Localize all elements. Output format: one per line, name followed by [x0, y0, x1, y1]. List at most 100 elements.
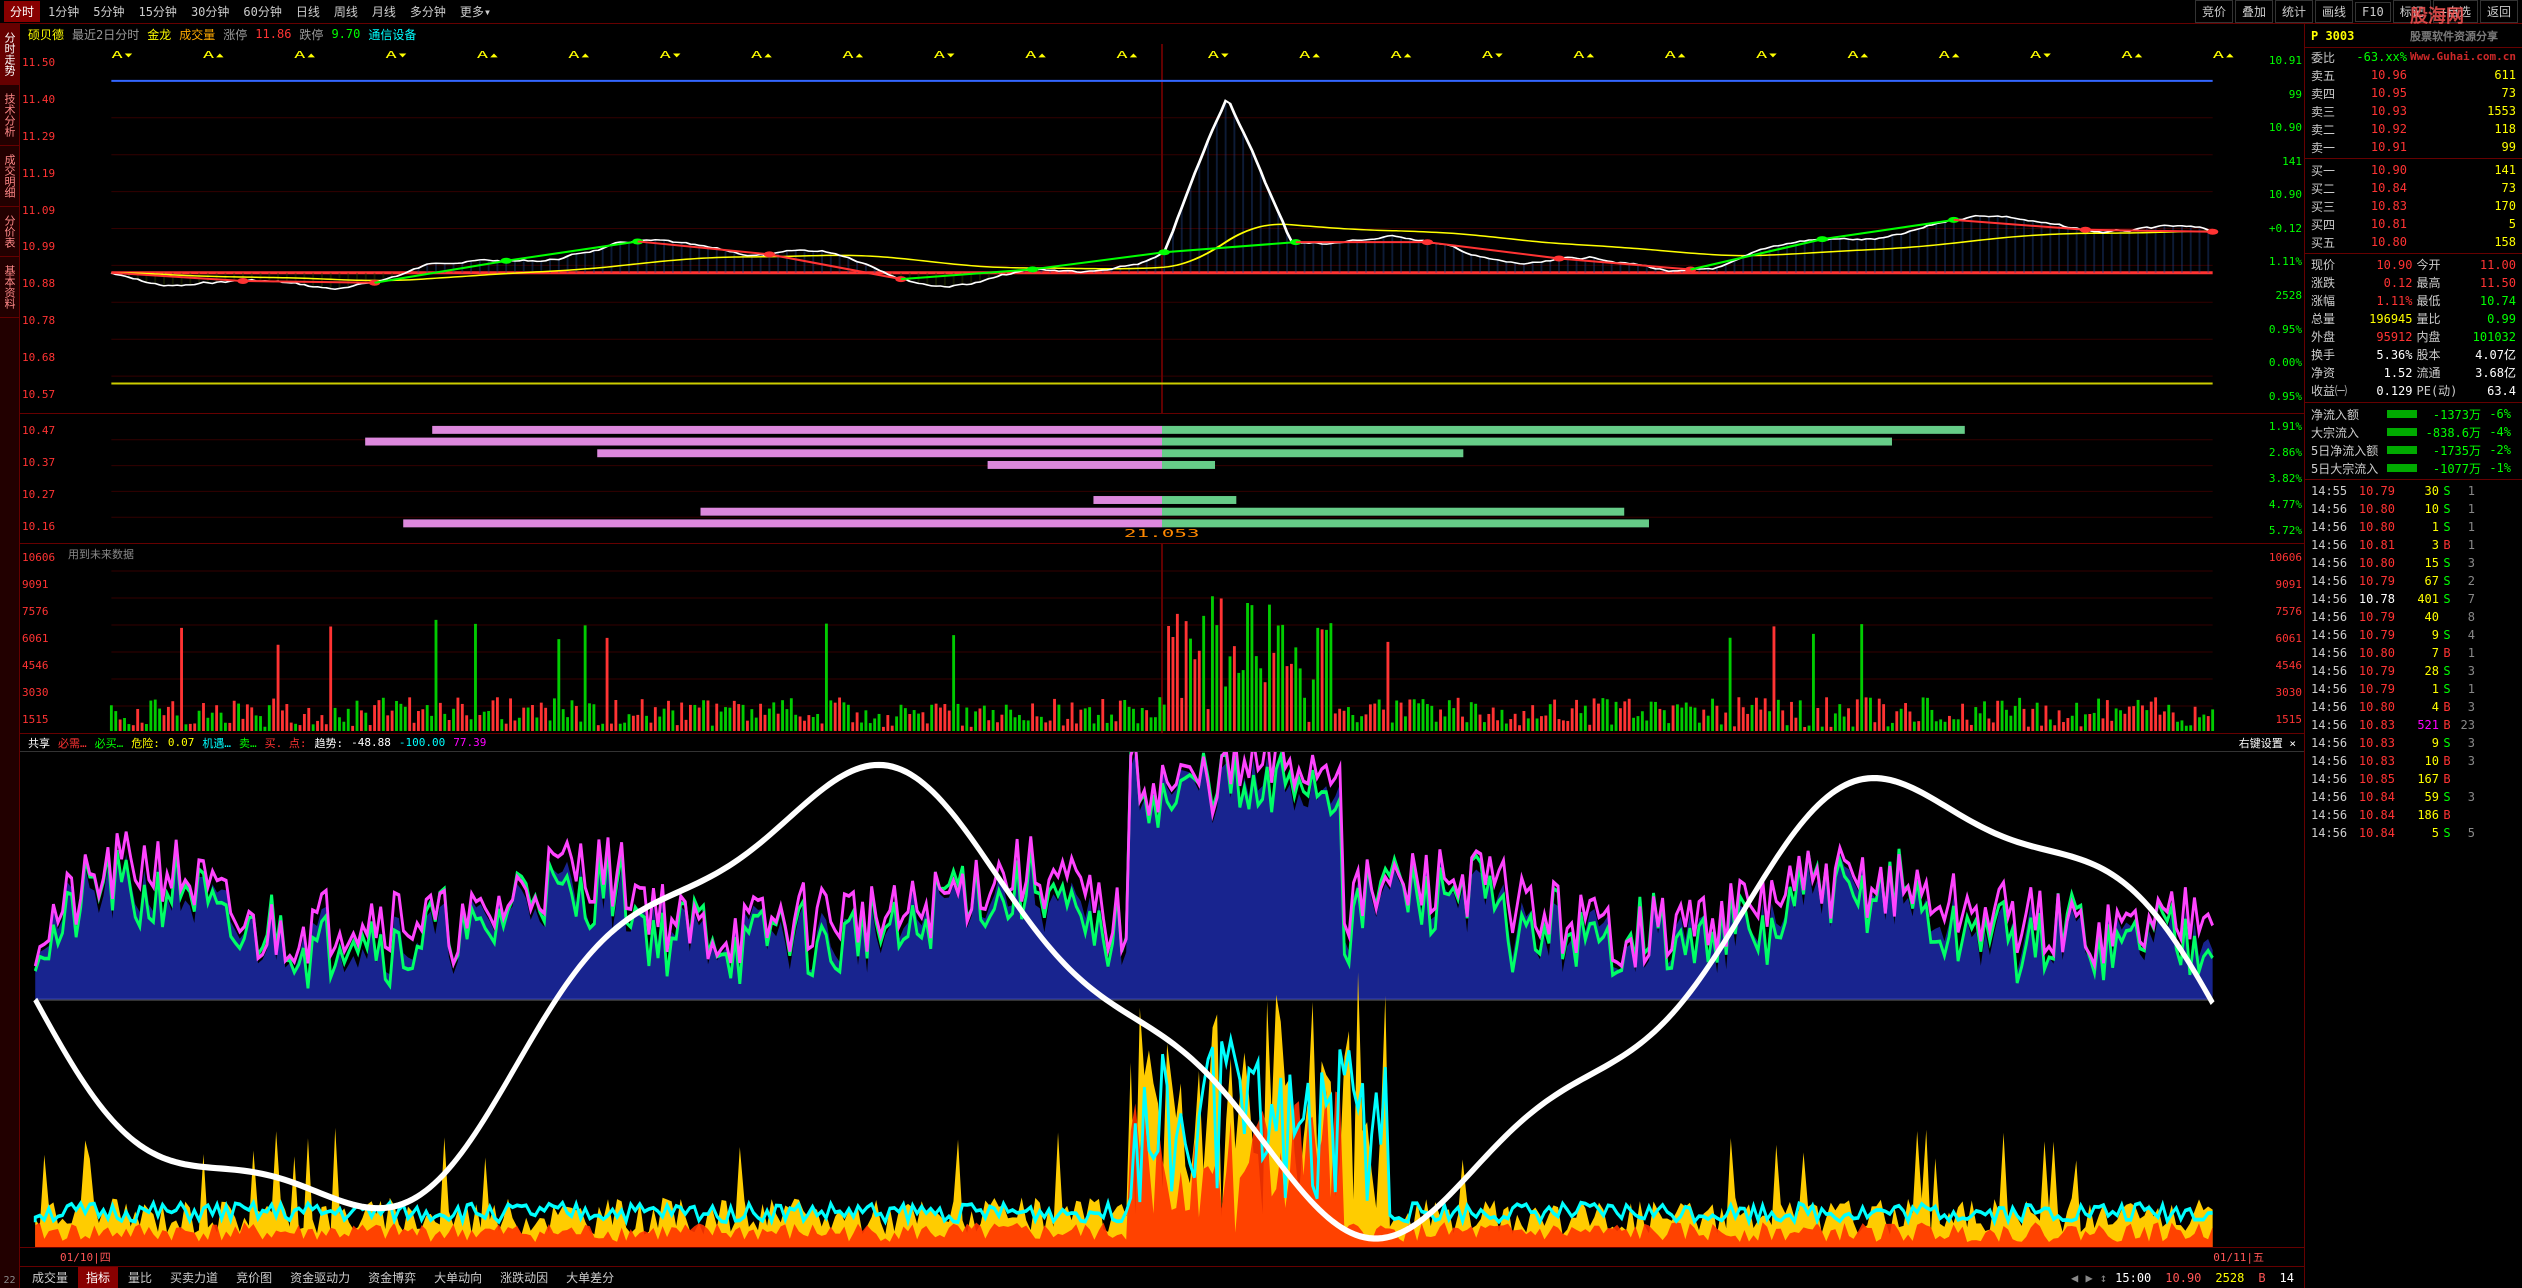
svg-text:A▴: A▴ — [1939, 49, 1962, 61]
svg-text:A▴: A▴ — [751, 49, 774, 61]
bottom-tab-3[interactable]: 买卖力道 — [162, 1267, 226, 1288]
left-tab-1[interactable]: 技术分析 — [0, 85, 19, 146]
pager-icon[interactable]: ◀ ▶ ↕ — [2071, 1271, 2107, 1285]
summary-cell: 现价 — [2311, 256, 2351, 274]
left-footer: 22 — [0, 1273, 19, 1288]
timeframe-0[interactable]: 分时 — [4, 1, 40, 22]
timeframe-8[interactable]: 月线 — [366, 1, 402, 22]
svg-text:A▴: A▴ — [1025, 49, 1048, 61]
bottom-tab-2[interactable]: 量比 — [120, 1267, 160, 1288]
tick-row: 14:5610.7928S3 — [2305, 662, 2522, 680]
summary-cell: 净资 — [2311, 364, 2351, 382]
dt-label: 跌停 — [299, 26, 323, 43]
timeframe-10[interactable]: 更多▾ — [454, 1, 497, 22]
status-vol: 2528 — [2209, 1271, 2250, 1285]
horiz-chart-svg: 21.053 — [20, 414, 2304, 543]
oscillator-chart-svg — [20, 752, 2304, 1247]
horiz-pane[interactable]: 10.4710.3710.2710.16 1.91%2.86%3.82%4.77… — [20, 414, 2304, 544]
svg-text:A▾: A▾ — [1482, 49, 1505, 61]
left-tab-0[interactable]: 分时走势 — [0, 24, 19, 85]
tick-row: 14:5510.7930S1 — [2305, 482, 2522, 500]
summary-cell: 4.07亿 — [2459, 346, 2517, 364]
volume-pane[interactable]: 用到未来数据 10606909175766061454630301515 106… — [20, 544, 2304, 734]
summary-cell: 95912 — [2355, 328, 2413, 346]
osc-hdr-item-1: 必需… — [58, 735, 87, 751]
bottom-tab-1[interactable]: 指标 — [78, 1267, 118, 1288]
timeframe-3[interactable]: 15分钟 — [132, 1, 182, 22]
svg-text:A▴: A▴ — [2121, 49, 2144, 61]
tick-list[interactable]: 14:5510.7930S114:5610.8010S114:5610.801S… — [2305, 482, 2522, 1288]
oscillator-pane[interactable]: 56.690.00-56.69 量: B级 + — [20, 752, 2304, 1248]
dt-val: 9.70 — [331, 27, 360, 41]
toolbar-F10[interactable]: F10 — [2355, 2, 2391, 22]
price-pane[interactable]: 11.5011.4011.2911.1911.0910.9910.8810.78… — [20, 44, 2304, 414]
summary-cell: 最低 — [2417, 292, 2455, 310]
osc-hdr-item-5: 机遇… — [202, 735, 231, 751]
zt-val: 11.86 — [255, 27, 291, 41]
timeframe-1[interactable]: 1分钟 — [42, 1, 85, 22]
tick-row: 14:5610.791S1 — [2305, 680, 2522, 698]
left-tab-3[interactable]: 分价表 — [0, 207, 19, 257]
timeframe-4[interactable]: 30分钟 — [185, 1, 235, 22]
toolbar-叠加[interactable]: 叠加 — [2235, 0, 2273, 23]
summary-cell: 10.74 — [2459, 292, 2517, 310]
summary-cell: 11.50 — [2459, 274, 2517, 292]
bottom-tab-8[interactable]: 涨跌动因 — [492, 1267, 556, 1288]
svg-text:A▴: A▴ — [1664, 49, 1687, 61]
bottom-tab-5[interactable]: 资金驱动力 — [282, 1267, 358, 1288]
bottom-tab-6[interactable]: 资金博弈 — [360, 1267, 424, 1288]
timeframe-6[interactable]: 日线 — [290, 1, 326, 22]
toolbar-竞价[interactable]: 竞价 — [2195, 0, 2233, 23]
summary-cell: 涨幅 — [2311, 292, 2351, 310]
osc-hdr-item-2: 必买… — [95, 735, 124, 751]
summary-cell: 11.00 — [2459, 256, 2517, 274]
toolbar-+自选[interactable]: +自选 — [2433, 0, 2478, 23]
toolbar-标记[interactable]: 标记 — [2393, 0, 2431, 23]
timeframe-5[interactable]: 60分钟 — [237, 1, 287, 22]
left-tab-2[interactable]: 成交明细 — [0, 146, 19, 207]
timeframe-9[interactable]: 多分钟 — [404, 1, 452, 22]
tick-row: 14:5610.8015S3 — [2305, 554, 2522, 572]
status-price: 10.90 — [2159, 1271, 2207, 1285]
status-time: 15:00 — [2109, 1271, 2157, 1285]
osc-hdr-item-3: 危险: — [131, 735, 160, 751]
summary-cell: 涨跌 — [2311, 274, 2351, 292]
bottom-tab-9[interactable]: 大单差分 — [558, 1267, 622, 1288]
svg-text:A▾: A▾ — [934, 49, 957, 61]
osc-hdr-item-11: 77.39 — [453, 736, 486, 749]
osc-hdr-item-10: -100.00 — [399, 736, 445, 749]
tick-row: 14:5610.84186B — [2305, 806, 2522, 824]
tick-row: 14:5610.813B1 — [2305, 536, 2522, 554]
stock-code: P 3003 — [2311, 29, 2354, 43]
toolbar-返回[interactable]: 返回 — [2480, 0, 2518, 23]
summary-cell: PE(动) — [2417, 382, 2455, 400]
summary-cell: 内盘 — [2417, 328, 2455, 346]
bottom-tab-4[interactable]: 竞价图 — [228, 1267, 280, 1288]
svg-text:A▾: A▾ — [111, 49, 134, 61]
svg-text:A▴: A▴ — [477, 49, 500, 61]
timeframe-2[interactable]: 5分钟 — [87, 1, 130, 22]
app-root: 分时1分钟5分钟15分钟30分钟60分钟日线周线月线多分钟更多▾ 竞价叠加统计画… — [0, 0, 2522, 1288]
bottom-tab-0[interactable]: 成交量 — [24, 1267, 76, 1288]
timeframe-7[interactable]: 周线 — [328, 1, 364, 22]
summary-cell: 5.36% — [2355, 346, 2413, 364]
tick-row: 14:5610.8310B3 — [2305, 752, 2522, 770]
right-click-settings-label[interactable]: 右键设置 × — [2239, 735, 2296, 751]
price-chart-svg: A▾A▴A▴A▾A▴A▴A▾A▴A▴A▾A▴A▴A▾A▴A▴A▾A▴A▴A▾A▴… — [20, 44, 2304, 413]
toolbar-统计[interactable]: 统计 — [2275, 0, 2313, 23]
bottom-tabs: 成交量指标量比买卖力道竞价图资金驱动力资金博弈大单动向涨跌动因大单差分 ◀ ▶ … — [20, 1266, 2304, 1288]
bottom-tab-7[interactable]: 大单动向 — [426, 1267, 490, 1288]
right-panel: 股海网 股票软件资源分享 Www.Guhai.com.cn P 3003 委比 … — [2304, 24, 2522, 1288]
date-right: 01/11|五 — [2213, 1249, 2264, 1265]
ask-row-0: 卖五10.96611 — [2305, 66, 2522, 84]
summary-cell: 196945 — [2355, 310, 2413, 328]
summary-cell: 流通 — [2417, 364, 2455, 382]
tick-row: 14:5610.85167B — [2305, 770, 2522, 788]
svg-text:A▾: A▾ — [1208, 49, 1231, 61]
svg-text:A▴: A▴ — [1299, 49, 1322, 61]
svg-text:A▴: A▴ — [1116, 49, 1139, 61]
tick-row: 14:5610.839S3 — [2305, 734, 2522, 752]
left-tab-4[interactable]: 基本资料 — [0, 257, 19, 318]
toolbar-画线[interactable]: 画线 — [2315, 0, 2353, 23]
ask-row-4: 卖一10.9199 — [2305, 138, 2522, 156]
